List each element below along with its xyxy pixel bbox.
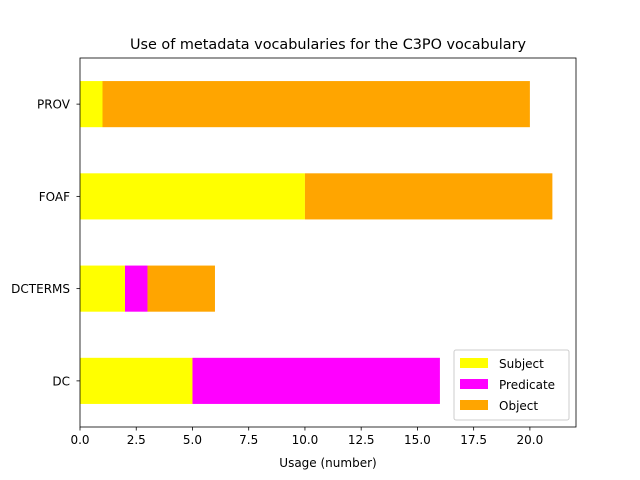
bar-foaf-subject <box>80 173 305 220</box>
bar-dc-predicate <box>192 357 440 404</box>
legend-label-object: Object <box>499 399 538 413</box>
legend-swatch-object <box>460 400 488 410</box>
bar-dcterms-subject <box>80 265 125 312</box>
legend-label-predicate: Predicate <box>499 378 555 392</box>
x-tick-label: 7.5 <box>239 433 258 447</box>
bar-dc-subject <box>80 357 193 404</box>
chart-title: Use of metadata vocabularies for the C3P… <box>130 37 527 53</box>
bars-group <box>80 81 553 404</box>
x-tick-label: 17.5 <box>460 433 487 447</box>
x-axis: 0.0 2.5 5.0 7.5 10.0 12.5 15.0 17.5 20.0 <box>70 427 543 447</box>
y-tick-label: PROV <box>37 98 71 112</box>
legend-swatch-subject <box>460 358 488 368</box>
x-axis-label: Usage (number) <box>279 456 376 470</box>
y-tick-label: DCTERMS <box>11 282 70 296</box>
x-tick-label: 15.0 <box>404 433 431 447</box>
legend: Subject Predicate Object <box>453 349 570 421</box>
x-tick-label: 5.0 <box>183 433 202 447</box>
y-tick-label: FOAF <box>39 190 70 204</box>
bar-dcterms-predicate <box>124 265 148 312</box>
bar-foaf-object <box>304 173 553 220</box>
x-tick-label: 0.0 <box>70 433 89 447</box>
x-tick-label: 12.5 <box>348 433 375 447</box>
legend-swatch-predicate <box>460 379 488 389</box>
y-axis: DC DCTERMS FOAF PROV <box>11 98 80 388</box>
legend-label-subject: Subject <box>499 357 544 371</box>
bar-prov-object <box>102 81 530 128</box>
plot-frame <box>79 57 577 428</box>
bar-prov-subject <box>80 81 103 128</box>
bar-dcterms-object <box>147 265 215 312</box>
x-tick-label: 20.0 <box>517 433 544 447</box>
y-tick-label: DC <box>52 374 70 388</box>
x-tick-label: 10.0 <box>292 433 319 447</box>
x-tick-label: 2.5 <box>127 433 146 447</box>
